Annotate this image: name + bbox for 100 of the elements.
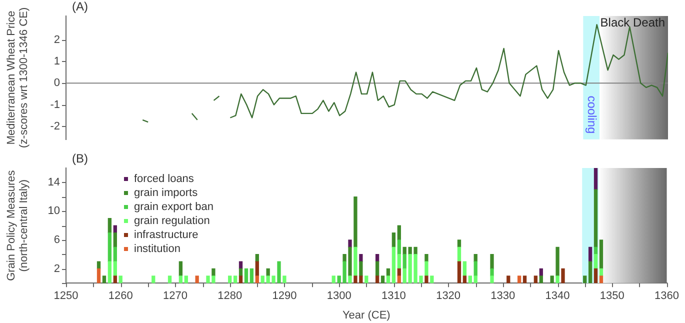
bar (468, 276, 472, 284)
legend-label: forced loans (134, 172, 194, 186)
bar (386, 276, 390, 284)
y-axis-title: Mediterranean Wheat Price (z-scores wrt 1300-1346 CE) (5, 7, 30, 148)
bar (424, 254, 428, 262)
bar (506, 276, 510, 284)
bar (599, 276, 604, 284)
band-label: Black Death (600, 15, 665, 30)
bar (594, 168, 598, 190)
bar (550, 276, 554, 284)
bar (244, 268, 248, 284)
bar (212, 268, 216, 276)
bar (96, 261, 101, 270)
bar (583, 276, 587, 284)
bar (228, 276, 232, 284)
bar (359, 261, 363, 276)
bar (402, 254, 406, 270)
bar (277, 261, 281, 284)
bar (517, 276, 522, 284)
bar (266, 268, 270, 276)
bar (561, 268, 565, 284)
bar (392, 246, 396, 284)
bar (522, 276, 527, 284)
bar (113, 232, 117, 248)
bar (113, 261, 117, 276)
x-tick-label: 1300 (326, 290, 352, 302)
legend-label: grain regulation (134, 214, 210, 228)
x-tick-label: 1270 (162, 290, 188, 302)
bar (195, 276, 199, 284)
bar (380, 276, 385, 284)
bar (113, 276, 117, 284)
x-tick-label: 1330 (490, 290, 516, 302)
y-tick-label: 10 (48, 205, 60, 218)
y-tick-label: 2 (54, 34, 60, 46)
y-tick-label: -2 (50, 120, 60, 132)
legend-label: grain imports (134, 186, 198, 200)
text: (A) (72, 0, 88, 14)
x-tick-label: 1340 (545, 290, 570, 302)
y-tick-label: 1 (54, 55, 60, 68)
y-tick-label: -1 (50, 98, 60, 111)
y-tick-label: 6 (54, 234, 60, 246)
bar (457, 261, 462, 284)
x-tick-label: 1250 (54, 290, 78, 302)
bar (359, 254, 363, 262)
bar (599, 240, 604, 270)
bar (255, 276, 259, 284)
bar (282, 276, 286, 284)
bar (238, 261, 243, 270)
y-tick-label: 2 (54, 262, 60, 275)
y-tick-label: 14 (48, 176, 60, 188)
bar (233, 276, 238, 284)
bar (594, 254, 598, 270)
x-tick-label: 1290 (272, 290, 297, 302)
bar (392, 232, 396, 248)
bar (594, 189, 598, 248)
y-tick-label: 0 (54, 77, 60, 90)
bar (238, 276, 243, 284)
bar (556, 246, 560, 276)
bar (397, 254, 401, 270)
x-tick-label: 1360 (654, 290, 680, 302)
bar (539, 276, 543, 284)
bar (348, 240, 352, 248)
bar (490, 254, 494, 270)
bar (255, 261, 259, 276)
bar (556, 276, 560, 284)
bar (462, 276, 467, 284)
bar (424, 276, 428, 284)
bar (397, 225, 401, 240)
bar (474, 261, 478, 276)
x-tick-label: 1310 (381, 290, 406, 302)
bar (364, 276, 368, 284)
bar (462, 261, 467, 276)
x-tick-label: 1350 (600, 290, 624, 302)
bar (594, 268, 598, 284)
x-tick-label: 1280 (218, 290, 242, 302)
bar (397, 240, 401, 255)
bar (102, 276, 106, 284)
bar (108, 232, 112, 262)
bar (490, 276, 494, 284)
bar (588, 261, 592, 284)
bar (152, 276, 156, 284)
band-label: cooling (585, 96, 600, 134)
bar (490, 268, 494, 276)
bar (457, 240, 462, 248)
bar (250, 268, 254, 284)
legend-label: institution (134, 242, 180, 256)
legend-label: grain export ban (134, 200, 214, 214)
bar (96, 268, 101, 284)
y-axis-title: Grain Policy Measures (north-central Italy) (5, 170, 30, 281)
bar (178, 276, 183, 284)
legend-label: infrastructure (134, 228, 198, 242)
bar (354, 246, 358, 276)
x-tick-label: 1260 (108, 290, 133, 302)
bar (534, 276, 538, 284)
bar (397, 276, 401, 284)
bar (178, 261, 183, 276)
bar (424, 261, 428, 276)
bar (118, 276, 122, 284)
x-axis-title: Year (CE) (342, 310, 390, 322)
bar (184, 276, 188, 284)
